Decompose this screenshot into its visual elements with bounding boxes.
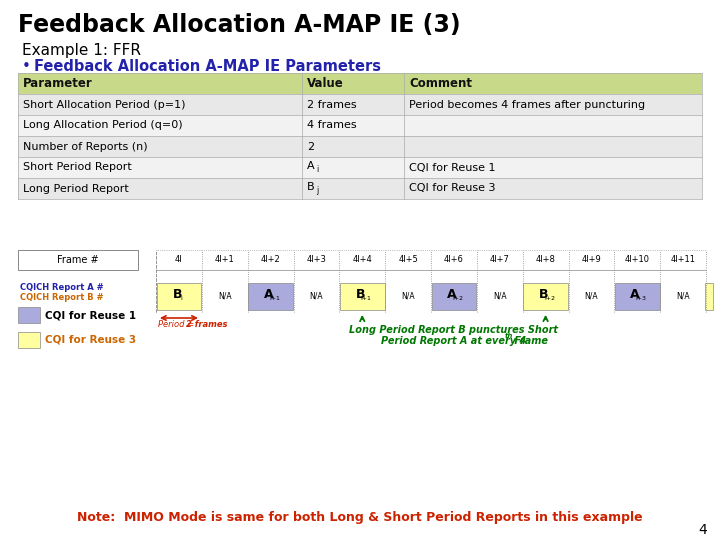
Text: 4l+2: 4l+2 [261,255,281,265]
Text: N/A: N/A [676,292,690,300]
Text: Frame: Frame [511,336,548,346]
Bar [18,157,702,178]
Text: Example 1: FFR: Example 1: FFR [22,43,141,58]
Text: 4l+9: 4l+9 [582,255,601,265]
Text: CQI for Reuse 1: CQI for Reuse 1 [45,310,136,320]
Text: CQICH Report A #: CQICH Report A # [20,284,104,292]
Text: 2: 2 [307,141,314,152]
Text: B: B [173,287,182,300]
Bar [18,94,702,115]
Text: i+2: i+2 [544,296,555,301]
Text: Frame #: Frame # [57,255,99,265]
Text: i+1: i+1 [269,296,280,301]
Bar [248,282,293,309]
Text: 2 frames: 2 frames [307,99,356,110]
Text: A: A [264,287,274,300]
Bar [18,178,702,199]
Bar [523,282,568,309]
Text: Short Allocation Period (p=1): Short Allocation Period (p=1) [23,99,186,110]
Bar [156,282,202,309]
Text: 4l+5: 4l+5 [398,255,418,265]
Text: B: B [539,287,549,300]
Text: 4l+11: 4l+11 [670,255,696,265]
Text: A: A [307,161,315,171]
Text: Feedback Allocation A-MAP IE Parameters: Feedback Allocation A-MAP IE Parameters [34,59,381,74]
Text: CQI for Reuse 1: CQI for Reuse 1 [410,163,496,172]
Text: i+3: i+3 [636,296,647,301]
Text: Long Period Report B punctures Short: Long Period Report B punctures Short [349,325,559,335]
Text: Long Allocation Period (q=0): Long Allocation Period (q=0) [23,120,183,131]
Text: 4l+8: 4l+8 [536,255,556,265]
Text: 4l+1: 4l+1 [215,255,235,265]
Text: 4l+7: 4l+7 [490,255,510,265]
Text: Long Period Report: Long Period Report [23,184,129,193]
Bar [18,250,138,270]
Text: i+2: i+2 [452,296,464,301]
Bar [18,115,702,136]
Text: 4l: 4l [175,255,183,265]
Text: j: j [316,186,318,195]
Text: N/A: N/A [585,292,598,300]
Text: A: A [631,287,640,300]
Text: 4l+3: 4l+3 [307,255,326,265]
Text: Period becomes 4 frames after puncturing: Period becomes 4 frames after puncturing [410,99,646,110]
Text: CQI for Reuse 3: CQI for Reuse 3 [45,335,136,345]
Text: Short Period Report: Short Period Report [23,163,132,172]
Text: N/A: N/A [401,292,415,300]
Bar [18,307,40,323]
Bar [431,282,477,309]
Bar [18,332,40,348]
Bar [18,136,702,157]
Text: 4: 4 [698,523,707,537]
Text: 4 frames: 4 frames [307,120,356,131]
Text: 2 frames: 2 frames [186,320,228,329]
Text: 4l+10: 4l+10 [625,255,649,265]
Text: i: i [181,296,182,301]
Text: th: th [505,333,513,339]
Text: Feedback Allocation A-MAP IE (3): Feedback Allocation A-MAP IE (3) [18,13,461,37]
Bar [705,282,713,309]
Text: Value: Value [307,77,343,90]
Bar [340,282,384,309]
Text: i+1: i+1 [361,296,372,301]
Text: •: • [22,59,31,74]
Text: 4l+6: 4l+6 [444,255,464,265]
Bar [615,282,660,309]
Text: B: B [356,287,365,300]
Text: Number of Reports (n): Number of Reports (n) [23,141,148,152]
Text: N/A: N/A [493,292,507,300]
Text: Parameter: Parameter [23,77,93,90]
Text: i: i [316,165,318,174]
Bar [18,73,702,94]
Text: Period =: Period = [158,320,197,329]
Text: N/A: N/A [310,292,323,300]
Text: Period Report A at every 4: Period Report A at every 4 [382,336,526,346]
Text: CQICH Report B #: CQICH Report B # [20,293,104,302]
Text: CQI for Reuse 3: CQI for Reuse 3 [410,184,496,193]
Text: Comment: Comment [410,77,472,90]
Text: N/A: N/A [218,292,232,300]
Text: 4l+4: 4l+4 [352,255,372,265]
Text: A: A [447,287,456,300]
Text: Note:  MIMO Mode is same for both Long & Short Period Reports in this example: Note: MIMO Mode is same for both Long & … [77,511,643,524]
Text: B: B [307,182,315,192]
